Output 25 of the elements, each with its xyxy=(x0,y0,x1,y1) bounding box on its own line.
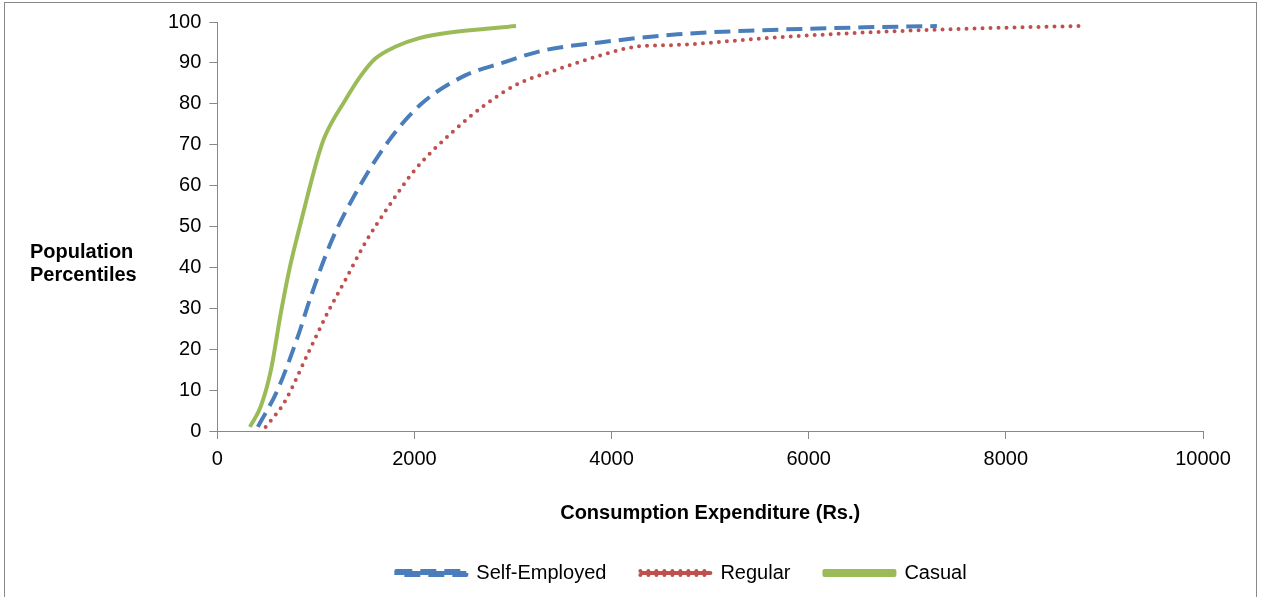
x-tick-label: 8000 xyxy=(983,446,1029,469)
x-axis-title: Consumption Expenditure (Rs.) xyxy=(560,500,861,523)
x-tick-label: 2000 xyxy=(392,446,437,469)
y-axis-title: Population Percentiles xyxy=(30,240,138,286)
y-tick-label: 20 xyxy=(179,336,202,359)
y-tick-label: 30 xyxy=(179,295,202,318)
y-tick-label: 10 xyxy=(179,377,202,400)
x-tick-label: 10000 xyxy=(1175,446,1231,469)
line-series xyxy=(255,24,939,429)
x-tick-label: 4000 xyxy=(589,446,634,469)
x-tick-label: 6000 xyxy=(786,446,831,469)
y-tick-label: 90 xyxy=(179,50,202,73)
y-tick-label: 80 xyxy=(179,91,202,114)
x-tick-label: 0 xyxy=(211,446,223,469)
line-series xyxy=(263,24,1082,429)
legend-label: Regular xyxy=(720,560,791,583)
y-tick-label: 70 xyxy=(179,132,202,155)
y-tick-label: 100 xyxy=(167,9,202,32)
legend-label: Casual xyxy=(904,560,967,583)
legend-label: Self-Employed xyxy=(476,560,607,583)
y-tick-label: 60 xyxy=(179,173,202,196)
y-tick-label: 0 xyxy=(190,418,202,441)
line-series xyxy=(247,24,519,429)
y-tick-label: 40 xyxy=(179,254,202,277)
y-tick-label: 50 xyxy=(179,214,202,237)
